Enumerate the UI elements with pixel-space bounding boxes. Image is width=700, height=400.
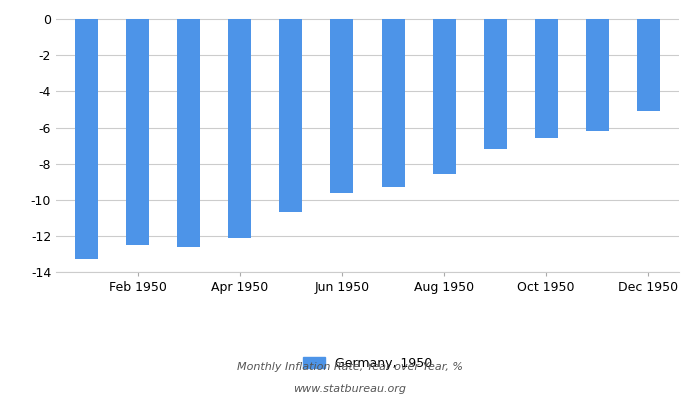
- Bar: [228, 19, 251, 238]
- Bar: [484, 19, 507, 149]
- Text: Monthly Inflation Rate, Year over Year, %: Monthly Inflation Rate, Year over Year, …: [237, 362, 463, 372]
- Bar: [382, 19, 405, 187]
- Text: www.statbureau.org: www.statbureau.org: [293, 384, 407, 394]
- Bar: [330, 19, 354, 192]
- Bar: [75, 19, 98, 259]
- Bar: [637, 19, 660, 111]
- Bar: [177, 19, 200, 247]
- Bar: [126, 19, 149, 245]
- Bar: [586, 19, 609, 131]
- Bar: [279, 19, 302, 212]
- Bar: [535, 19, 558, 138]
- Bar: [433, 19, 456, 174]
- Legend: Germany, 1950: Germany, 1950: [298, 352, 438, 375]
